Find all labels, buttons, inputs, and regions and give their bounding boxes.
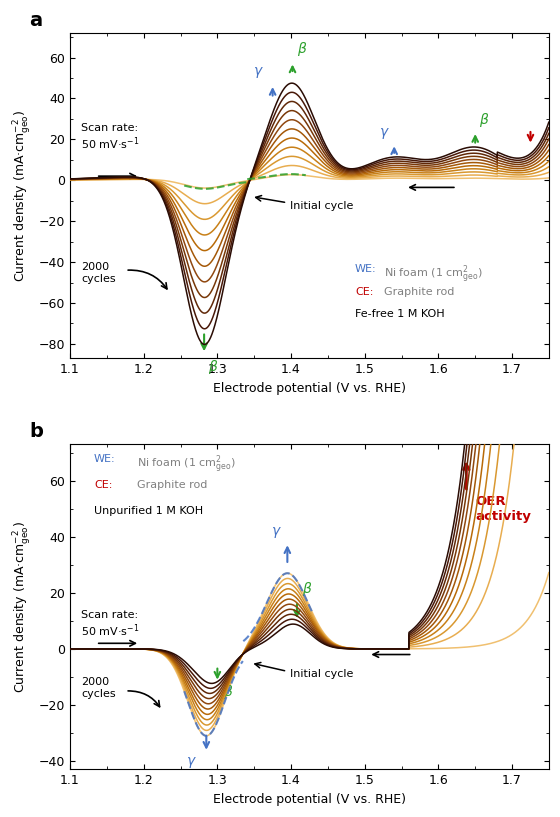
X-axis label: Electrode potential (V vs. RHE): Electrode potential (V vs. RHE) <box>213 382 406 395</box>
Text: $\gamma$: $\gamma$ <box>186 756 197 770</box>
Text: Scan rate:
50 mV·s$^{-1}$: Scan rate: 50 mV·s$^{-1}$ <box>81 123 139 152</box>
Text: $\gamma$: $\gamma$ <box>271 525 282 539</box>
Text: Initial cycle: Initial cycle <box>290 201 353 211</box>
Y-axis label: Current density (mA·cm$^{-2}_\mathrm{geo}$): Current density (mA·cm$^{-2}_\mathrm{geo… <box>11 109 33 282</box>
Text: Unpurified 1 M KOH: Unpurified 1 M KOH <box>94 506 203 516</box>
Text: $\gamma$: $\gamma$ <box>253 65 264 80</box>
Text: $\beta$: $\beta$ <box>208 358 218 376</box>
Text: CE:: CE: <box>94 480 113 490</box>
Text: Graphite rod: Graphite rod <box>384 287 454 297</box>
Text: a: a <box>29 11 43 29</box>
Text: Scan rate:
50 mV·s$^{-1}$: Scan rate: 50 mV·s$^{-1}$ <box>81 609 139 639</box>
Text: Ni foam (1 cm$^2_\mathrm{geo}$): Ni foam (1 cm$^2_\mathrm{geo}$) <box>137 454 236 476</box>
Text: OER
activity: OER activity <box>475 495 531 523</box>
Text: $\beta$: $\beta$ <box>302 580 312 598</box>
Text: 2000
cycles: 2000 cycles <box>81 677 116 699</box>
Text: $\beta$: $\beta$ <box>479 111 489 129</box>
Text: $\beta$: $\beta$ <box>297 39 307 57</box>
Text: WE:: WE: <box>355 264 376 274</box>
Text: CE:: CE: <box>355 287 374 297</box>
Text: b: b <box>29 422 43 441</box>
Text: WE:: WE: <box>94 454 115 464</box>
Text: 2000
cycles: 2000 cycles <box>81 262 116 283</box>
Text: Graphite rod: Graphite rod <box>137 480 207 490</box>
Text: Ni foam (1 cm$^2_\mathrm{geo}$): Ni foam (1 cm$^2_\mathrm{geo}$) <box>384 264 483 286</box>
Text: Fe-free 1 M KOH: Fe-free 1 M KOH <box>355 310 445 319</box>
Y-axis label: Current density (mA·cm$^{-2}_\mathrm{geo}$): Current density (mA·cm$^{-2}_\mathrm{geo… <box>11 520 33 693</box>
Text: Initial cycle: Initial cycle <box>290 668 353 679</box>
Text: $\beta$: $\beta$ <box>223 682 234 700</box>
Text: $\gamma$: $\gamma$ <box>380 127 390 141</box>
X-axis label: Electrode potential (V vs. RHE): Electrode potential (V vs. RHE) <box>213 792 406 806</box>
